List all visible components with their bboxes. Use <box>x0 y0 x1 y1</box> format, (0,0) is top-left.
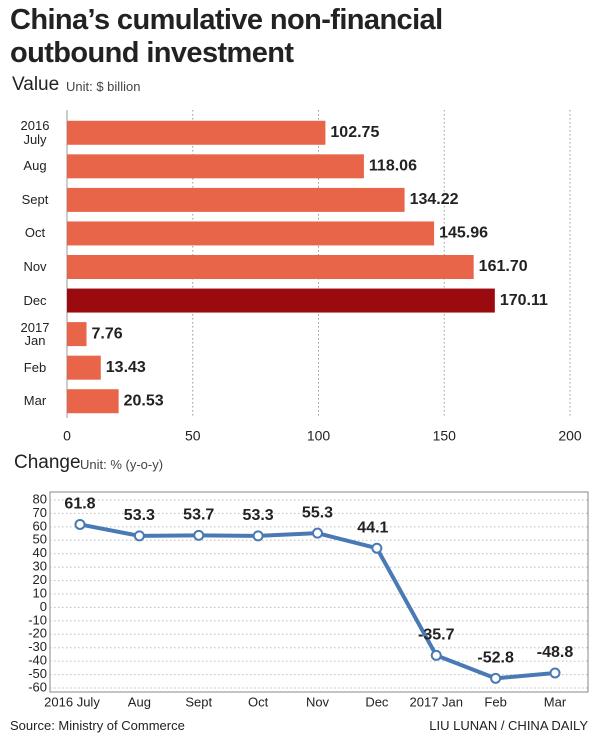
bar <box>67 221 435 246</box>
panel-subtitle: Unit: $ billion <box>66 79 141 94</box>
value-label: 7.76 <box>92 325 123 342</box>
y-tick-label: Aug <box>23 158 47 174</box>
y-tick-label: Mar <box>23 393 47 409</box>
value-label: 53.3 <box>243 507 274 524</box>
plot-frame <box>49 491 589 693</box>
value-label: 20.53 <box>124 392 164 409</box>
y-tick-label: -40 <box>28 653 47 668</box>
source: Source: Ministry of Commerce <box>10 718 185 733</box>
y-tick-label: 70 <box>33 505 47 520</box>
y-tick-label: -20 <box>28 626 47 641</box>
x-tick-label: 2016 July <box>44 694 100 709</box>
y-tick-label: -30 <box>28 639 47 654</box>
y-tick-label: 40 <box>33 545 47 560</box>
value-label: -35.7 <box>418 627 455 644</box>
x-tick-label: Aug <box>128 694 151 709</box>
y-tick-label: 0 <box>40 599 47 614</box>
x-tick-label: 100 <box>307 428 331 444</box>
value-label: -48.8 <box>537 644 574 661</box>
x-tick-label: Mar <box>544 694 567 709</box>
page-title: China’s cumulative non-financial outboun… <box>10 4 443 70</box>
bar <box>67 322 87 347</box>
x-tick-label: 2017 Jan <box>410 694 464 709</box>
x-tick-label: 50 <box>185 428 201 444</box>
panel-title: Value <box>12 74 60 95</box>
y-tick-label: 2017 Jan <box>20 319 50 349</box>
y-tick-label: -50 <box>28 666 47 681</box>
panel-title: Change <box>14 452 81 473</box>
value-label: 44.1 <box>357 519 388 536</box>
bar <box>67 187 405 212</box>
bar <box>67 288 495 313</box>
y-tick-label: 20 <box>33 572 47 587</box>
value-label: 145.96 <box>439 225 488 242</box>
credit: LIU LUNAN / CHINA DAILY <box>429 718 588 733</box>
y-tick-label: 50 <box>33 532 47 547</box>
bar <box>67 355 101 380</box>
bar <box>67 389 119 414</box>
panel-subtitle: Unit: % (y-o-y) <box>80 457 164 472</box>
x-tick-label: Dec <box>365 694 389 709</box>
value-label: 53.3 <box>124 507 155 524</box>
value-label: 161.70 <box>479 258 528 275</box>
y-tick-label: Feb <box>23 359 47 375</box>
x-tick-label: Oct <box>248 694 269 709</box>
bar <box>67 255 474 279</box>
y-tick-label: -60 <box>28 679 47 694</box>
value-label: 13.43 <box>106 359 146 376</box>
value-label: 53.7 <box>183 507 214 524</box>
value-label: 61.8 <box>64 496 95 513</box>
y-tick-label: 30 <box>33 559 47 574</box>
value-label: 102.75 <box>330 124 379 141</box>
value-label: -52.8 <box>477 650 514 667</box>
point <box>490 672 502 684</box>
point <box>252 530 264 542</box>
point <box>74 518 86 530</box>
point <box>133 530 145 542</box>
y-tick-label: 80 <box>33 491 47 506</box>
x-tick-label: 150 <box>433 428 457 444</box>
point <box>430 649 442 661</box>
y-tick-label: -10 <box>28 612 47 627</box>
value-label: 118.06 <box>369 158 417 175</box>
y-tick-label: 60 <box>33 518 47 533</box>
y-tick-label: Nov <box>23 259 47 274</box>
x-tick-label: Nov <box>306 694 330 709</box>
x-tick-label: 0 <box>63 428 71 444</box>
x-tick-label: Feb <box>484 694 506 709</box>
y-tick-label: 2016 July <box>20 118 50 147</box>
point <box>371 542 383 554</box>
bar <box>67 120 326 145</box>
value-label: 55.3 <box>302 504 333 521</box>
y-tick-label: 10 <box>33 585 47 600</box>
value-label: 170.11 <box>500 292 548 309</box>
bar <box>67 154 364 179</box>
point <box>312 527 323 539</box>
point <box>193 529 205 541</box>
x-tick-label: 200 <box>558 428 582 444</box>
y-tick-label: Sept <box>21 191 49 207</box>
y-tick-label: Oct <box>24 225 46 241</box>
y-tick-label: Dec <box>23 292 47 308</box>
point <box>549 667 561 679</box>
x-tick-label: Sept <box>185 694 212 709</box>
value-label: 134.22 <box>410 191 459 208</box>
